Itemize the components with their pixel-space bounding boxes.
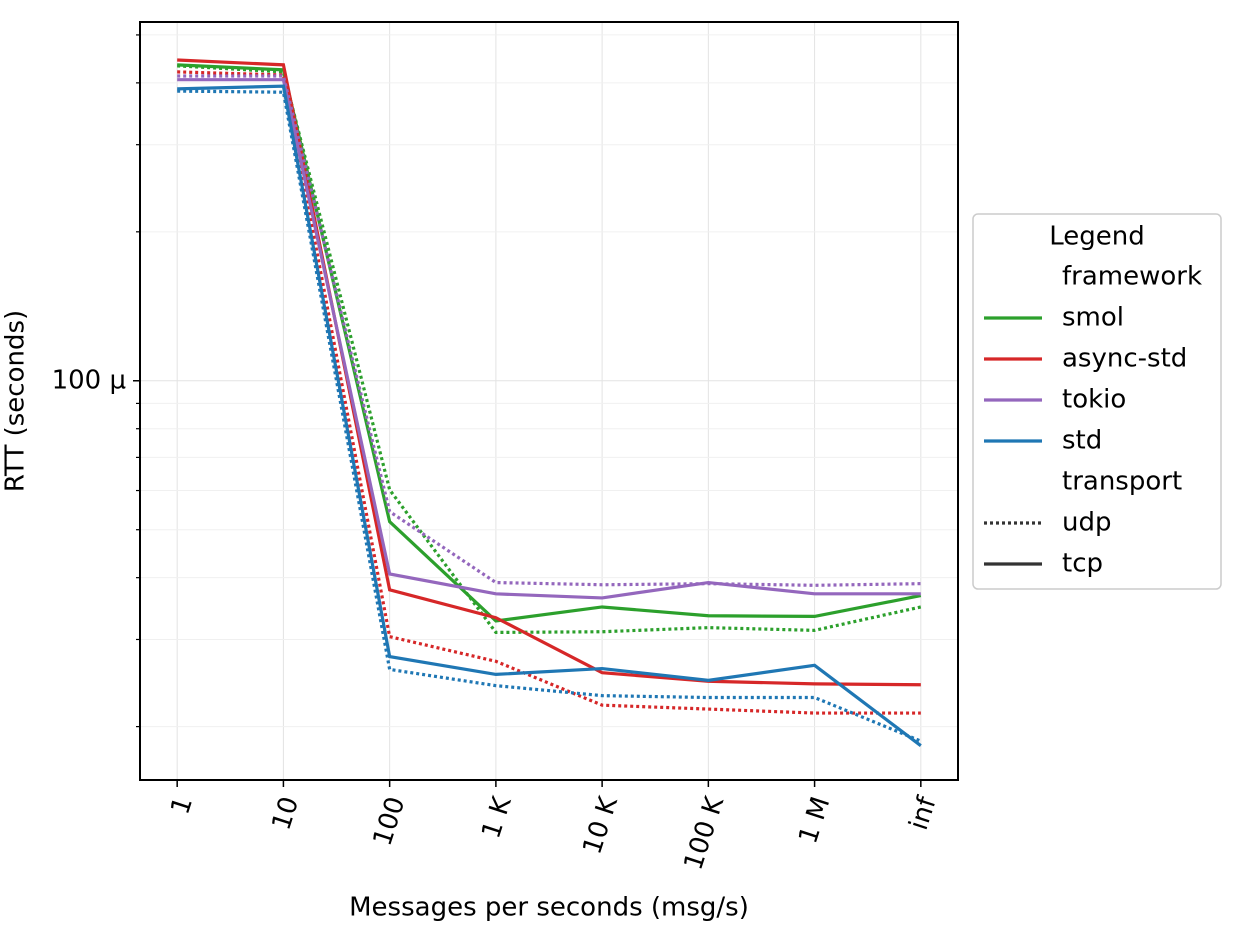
x-tick-label: 1 bbox=[165, 793, 199, 818]
x-tick-label: 10 K bbox=[577, 792, 624, 858]
series-line bbox=[177, 58, 921, 687]
legend-title: Legend bbox=[1049, 222, 1145, 252]
legend-group-title: transport bbox=[1062, 467, 1182, 497]
series-line bbox=[177, 63, 922, 623]
x-axis-label: Messages per seconds (msg/s) bbox=[349, 893, 749, 923]
legend-label: tokio bbox=[1062, 385, 1126, 415]
x-tick-label: 100 K bbox=[678, 792, 730, 873]
y-axis-label: RTT (seconds) bbox=[1, 310, 31, 492]
legend-label: smol bbox=[1062, 303, 1124, 333]
legend-group-title: framework bbox=[1062, 262, 1202, 292]
series-line bbox=[177, 89, 922, 743]
series-line bbox=[177, 78, 921, 600]
series-line bbox=[177, 74, 921, 587]
x-tick-label: 100 bbox=[368, 793, 412, 849]
x-tick-label: inf bbox=[904, 792, 943, 833]
legend-box bbox=[972, 213, 1222, 590]
legend-label: std bbox=[1062, 426, 1102, 456]
x-tick-label: 1 K bbox=[476, 792, 518, 842]
series-line bbox=[177, 84, 922, 747]
series-line bbox=[177, 64, 922, 635]
plot-frame bbox=[139, 21, 959, 781]
legend-label: async-std bbox=[1062, 344, 1187, 374]
legend-label: tcp bbox=[1062, 549, 1103, 579]
legend-label: udp bbox=[1062, 508, 1112, 538]
x-tick-label: 1 M bbox=[793, 793, 836, 847]
y-tick-label: 100 µ bbox=[52, 365, 126, 395]
x-tick-label: 10 bbox=[266, 793, 305, 834]
